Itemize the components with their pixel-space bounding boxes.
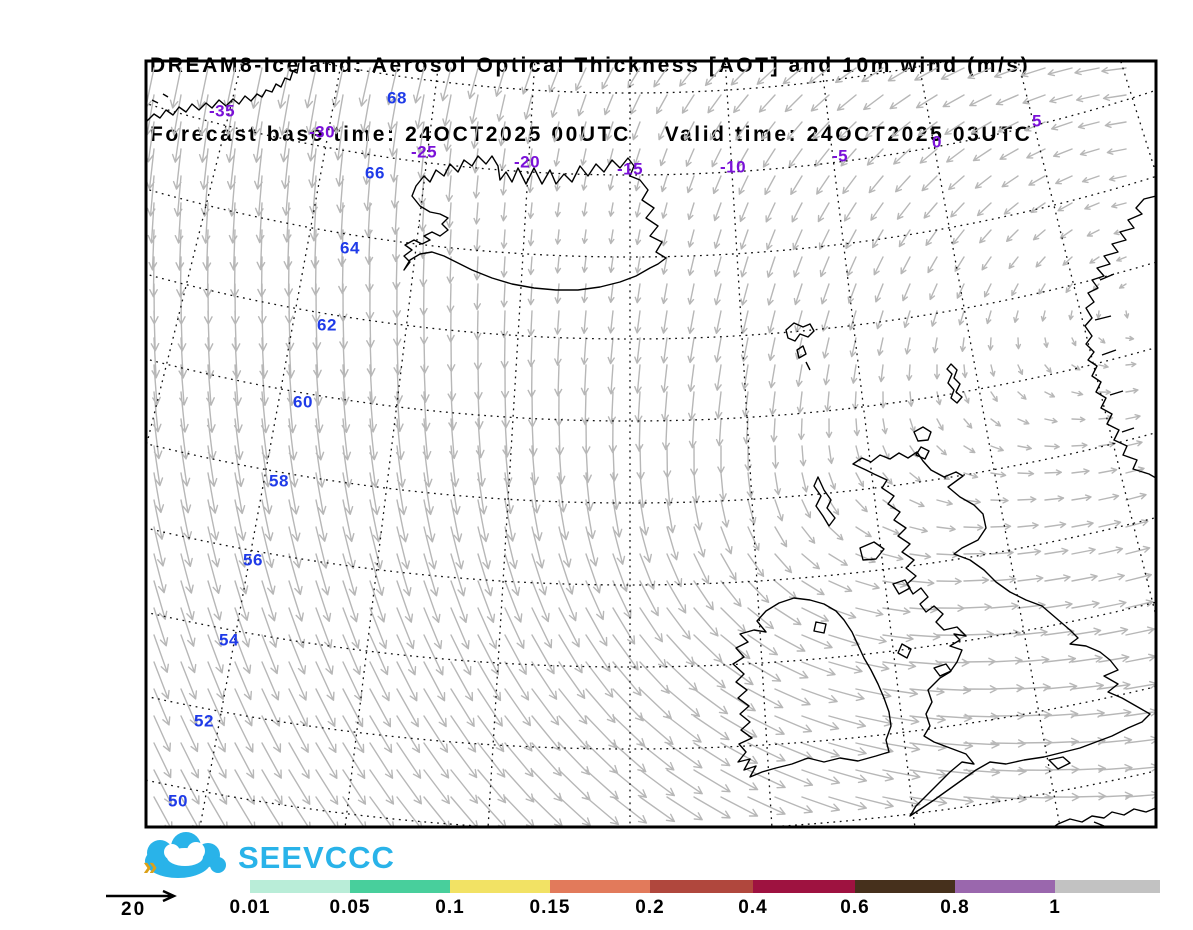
coastline-great-britain (852, 451, 1151, 817)
wind-vector-field (146, 66, 1156, 827)
latitude-label: 66 (365, 163, 385, 182)
wind-reference-arrow (106, 889, 177, 903)
longitude-label: -25 (411, 142, 437, 161)
seevccc-logo-text: SEEVCCC (238, 840, 395, 875)
seevccc-cloud-icon: » (143, 832, 226, 881)
aot-scale-value: 1 (1049, 897, 1061, 918)
coastline-shetland (946, 363, 963, 404)
coastline-orkney (913, 426, 932, 460)
aot-scale-segment (753, 880, 855, 893)
aot-scale-segment (650, 880, 753, 893)
aot-scale-value: 0.6 (840, 897, 870, 918)
latitude-label: 56 (243, 550, 263, 569)
coastline-islay (892, 579, 911, 595)
longitude-label: -15 (617, 159, 643, 178)
aot-scale-value: 0.2 (635, 897, 665, 918)
aot-scale-segment (250, 880, 350, 893)
aot-scale-value: 0.4 (738, 897, 768, 918)
aot-scale-segment (450, 880, 550, 893)
longitude-label: -30 (309, 122, 335, 141)
coastline-ireland (732, 597, 892, 778)
coastline-france (1052, 807, 1156, 827)
aot-scale-value: 0.15 (529, 897, 571, 918)
map-border (144, 59, 1158, 829)
aot-scale-segment (855, 880, 955, 893)
longitude-label: -20 (514, 152, 540, 171)
aot-scale-value: 0.8 (940, 897, 970, 918)
latitude-label: 52 (194, 711, 214, 730)
latitude-label: 60 (293, 392, 313, 411)
wind-reference-value: 20 (121, 899, 147, 920)
latitude-label: 68 (387, 88, 407, 107)
title-line2: Forecast base time: 24OCT2025 00UTC Vali… (150, 123, 1033, 146)
aot-scale-segment (955, 880, 1055, 893)
logo-chevron-arrow-icon: » (143, 851, 157, 881)
aot-scale-segment (350, 880, 450, 893)
latitude-label: 50 (168, 791, 188, 810)
aot-scale-value: 0.05 (329, 897, 371, 918)
graticule-labels: -35 -30 -25 -20 -15 -10 -5 0 5 68 66 64 62 60 58 56 54 52… (168, 88, 1042, 810)
longitude-label: -5 (832, 146, 848, 165)
coastline-anglesey (933, 663, 952, 677)
latitude-label: 54 (219, 630, 239, 649)
aot-scale-value: 0.1 (435, 897, 465, 918)
coastline-greenland (146, 62, 300, 123)
aot-scale-segment (1055, 880, 1160, 893)
latitude-label: 58 (269, 471, 289, 490)
coastline-faroe-islands (785, 322, 815, 371)
coastline-skye (859, 541, 885, 561)
longitude-label: 5 (1032, 111, 1042, 130)
coastline-isle-of-man (897, 643, 912, 659)
longitude-label: 0 (932, 132, 942, 151)
coastline-iceland (403, 155, 667, 291)
latitude-label: 62 (317, 315, 337, 334)
coastline-outer-hebrides (813, 476, 836, 527)
aot-scale-value: 0.01 (229, 897, 271, 918)
latitude-label: 64 (340, 238, 360, 257)
longitude-label: -10 (720, 157, 746, 176)
coastline-norway (1084, 195, 1156, 479)
aot-scale-segment (550, 880, 650, 893)
longitude-label: -35 (209, 101, 235, 120)
coastline-isle-of-wight (1048, 756, 1071, 770)
coastlines (146, 62, 1156, 827)
